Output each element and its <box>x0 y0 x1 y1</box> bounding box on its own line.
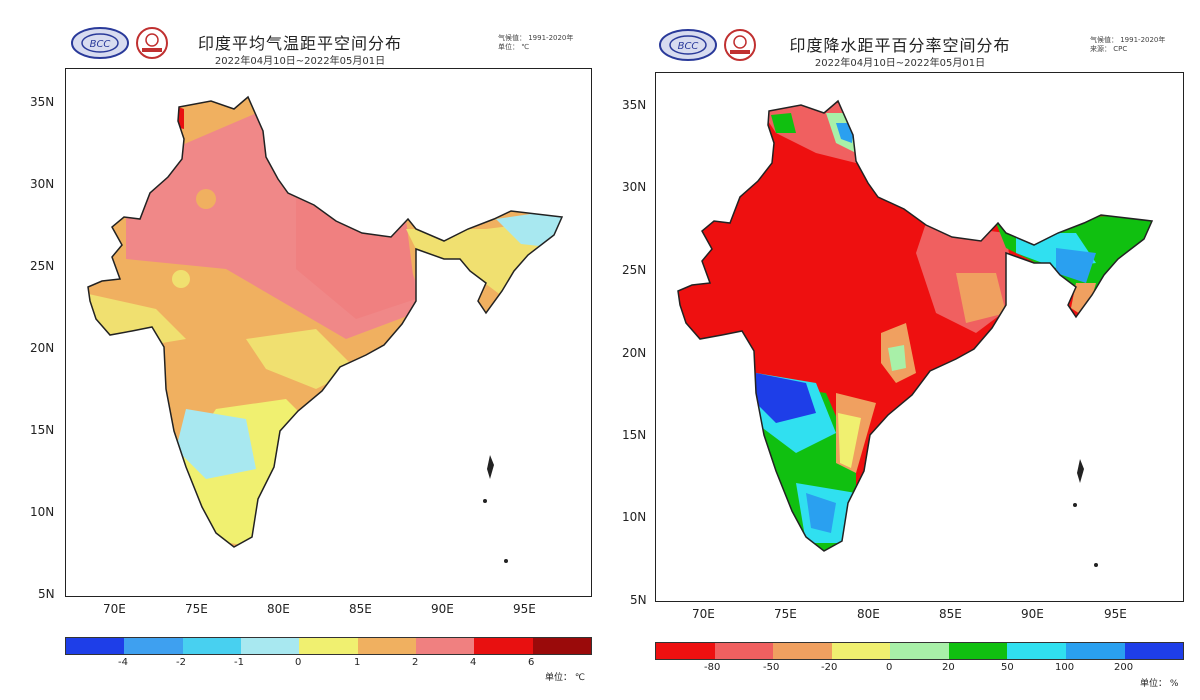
y-tick: 35N <box>30 95 55 109</box>
meta-info: 气候值： 1991-2020年 单位： ℃ <box>498 34 574 51</box>
colorbar-swatch <box>532 638 591 654</box>
y-tick: 25N <box>30 259 55 273</box>
colorbar-label: 0 <box>295 657 302 668</box>
cma-logo <box>724 29 756 61</box>
colorbar-label: 0 <box>886 662 893 673</box>
colorbar-swatch <box>890 643 949 659</box>
meta-info: 气候值： 1991-2020年 来源： CPC <box>1090 36 1166 53</box>
date-range: 2022年04月10日~2022年05月01日 <box>214 56 386 67</box>
colorbar-label: -4 <box>118 657 128 668</box>
map-title: 印度降水距平百分率空间分布 <box>789 36 1011 55</box>
y-tick: 20N <box>30 341 55 355</box>
x-tick: 75E <box>185 602 208 616</box>
map-frame <box>65 68 592 597</box>
colorbar-label: -20 <box>821 662 838 673</box>
colorbar-label: 50 <box>1001 662 1014 673</box>
y-tick: 15N <box>30 423 55 437</box>
x-tick: 75E <box>774 607 797 621</box>
precipitation-colorbar <box>655 642 1184 660</box>
y-tick: 15N <box>622 428 647 442</box>
precipitation-anomaly-panel: BCC 印度降水距平百分率空间分布 2022年04月10日~2022年05月01… <box>600 0 1200 700</box>
x-tick: 80E <box>267 602 290 616</box>
y-tick: 30N <box>30 177 55 191</box>
x-tick: 95E <box>1104 607 1127 621</box>
x-tick: 95E <box>513 602 536 616</box>
india-precipitation-map <box>677 99 1154 567</box>
x-tick: 85E <box>349 602 372 616</box>
y-tick: 5N <box>38 587 55 601</box>
colorbar-label: -50 <box>763 662 780 673</box>
colorbar-swatch <box>656 643 715 659</box>
x-tick: 90E <box>1021 607 1044 621</box>
svg-text:BCC: BCC <box>90 39 111 50</box>
x-tick: 70E <box>103 602 126 616</box>
colorbar-swatch <box>714 643 774 659</box>
map-title: 印度平均气温距平空间分布 <box>197 34 402 53</box>
colorbar-swatch <box>124 638 183 654</box>
colorbar-swatch <box>357 638 416 654</box>
colorbar-swatch <box>240 638 300 654</box>
colorbar-label: -80 <box>704 662 721 673</box>
colorbar-swatch <box>1007 643 1066 659</box>
colorbar-swatch <box>948 643 1008 659</box>
colorbar-label: 200 <box>1114 662 1134 673</box>
date-range: 2022年04月10日~2022年05月01日 <box>814 58 986 69</box>
y-tick: 10N <box>622 510 647 524</box>
y-tick: 10N <box>30 505 55 519</box>
colorbar-label: 1 <box>354 657 361 668</box>
colorbar-swatch <box>415 638 475 654</box>
colorbar-unit: 单位： ℃ <box>545 673 585 683</box>
map-frame <box>655 72 1184 602</box>
colorbar-label: 100 <box>1055 662 1075 673</box>
temperature-colorbar <box>65 637 592 655</box>
colorbar-label: 2 <box>412 657 419 668</box>
y-tick: 20N <box>622 346 647 360</box>
colorbar-swatch <box>182 638 241 654</box>
colorbar-swatch <box>66 638 125 654</box>
colorbar-label: 6 <box>528 657 535 668</box>
y-tick: 5N <box>630 593 647 607</box>
colorbar-label: 4 <box>470 657 477 668</box>
colorbar-swatch <box>299 638 358 654</box>
colorbar-swatch <box>831 643 891 659</box>
colorbar-unit: 单位： % <box>1140 679 1179 689</box>
colorbar-label: 20 <box>942 662 955 673</box>
colorbar-label: -1 <box>234 657 244 668</box>
svg-text:BCC: BCC <box>678 41 699 52</box>
x-tick: 90E <box>431 602 454 616</box>
bcc-logo: BCC <box>71 27 129 59</box>
bcc-logo: BCC <box>659 29 717 61</box>
colorbar-swatch <box>773 643 832 659</box>
x-tick: 85E <box>939 607 962 621</box>
cma-logo <box>136 27 168 59</box>
y-tick: 25N <box>622 263 647 277</box>
y-tick: 35N <box>622 98 647 112</box>
temperature-anomaly-panel: BCC 印度平均气温距平空间分布 2022年04月10日~2022年05月01日… <box>30 27 592 683</box>
x-tick: 70E <box>692 607 715 621</box>
y-tick: 30N <box>622 180 647 194</box>
colorbar-label: -2 <box>176 657 186 668</box>
colorbar-swatch <box>1124 643 1184 659</box>
colorbar-swatch <box>1065 643 1125 659</box>
india-temperature-map <box>87 95 564 563</box>
x-tick: 80E <box>857 607 880 621</box>
colorbar-swatch <box>474 638 533 654</box>
